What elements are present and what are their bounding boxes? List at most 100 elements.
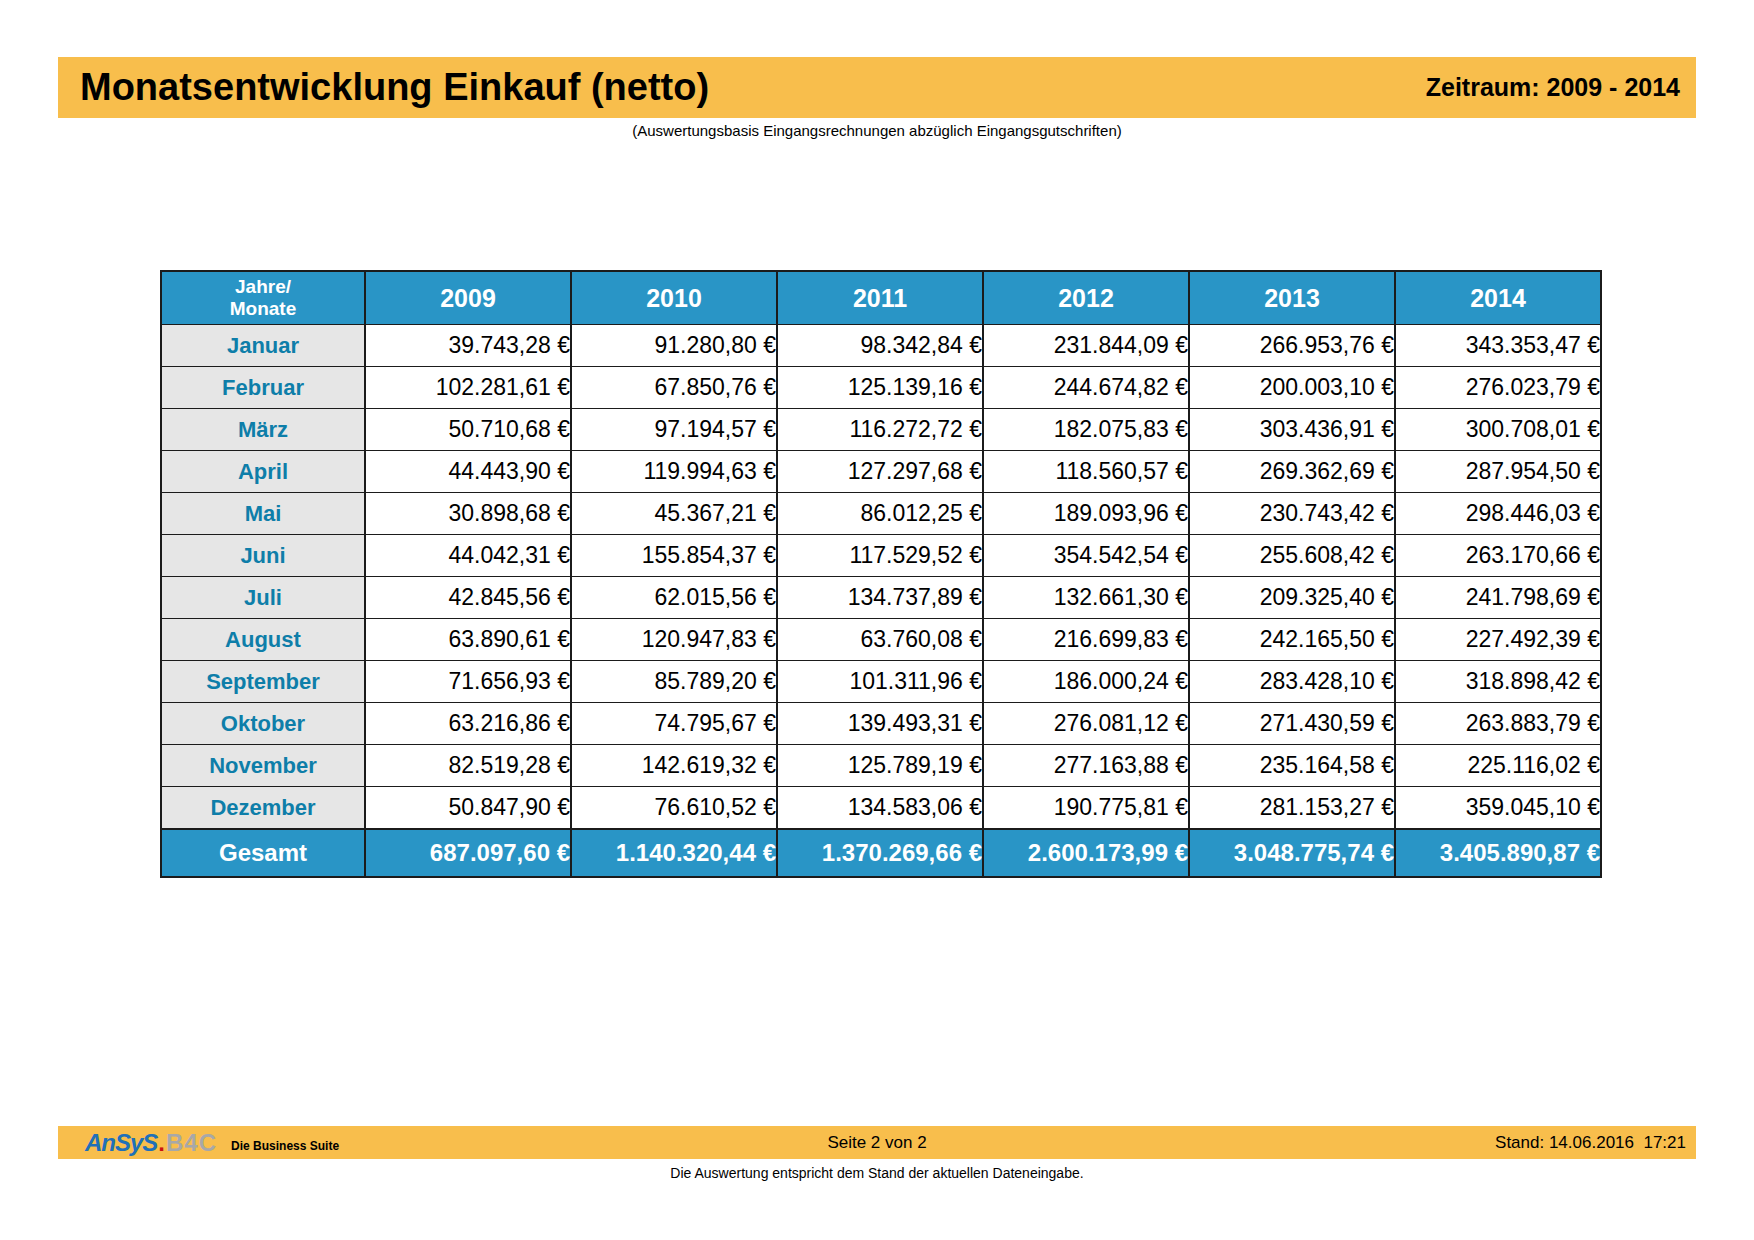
table-row: Mai30.898,68 €45.367,21 €86.012,25 €189.…	[161, 493, 1601, 535]
month-label-cell: Mai	[161, 493, 365, 535]
value-cell: 271.430,59 €	[1189, 703, 1395, 745]
corner-header-cell: Jahre/Monate	[161, 271, 365, 325]
value-cell: 182.075,83 €	[983, 409, 1189, 451]
value-cell: 132.661,30 €	[983, 577, 1189, 619]
value-cell: 91.280,80 €	[571, 325, 777, 367]
value-cell: 343.353,47 €	[1395, 325, 1601, 367]
value-cell: 255.608,42 €	[1189, 535, 1395, 577]
value-cell: 142.619,32 €	[571, 745, 777, 787]
table-row: November82.519,28 €142.619,32 €125.789,1…	[161, 745, 1601, 787]
value-cell: 277.163,88 €	[983, 745, 1189, 787]
month-label-cell: Oktober	[161, 703, 365, 745]
table-row: September71.656,93 €85.789,20 €101.311,9…	[161, 661, 1601, 703]
total-value-cell: 1.140.320,44 €	[571, 829, 777, 877]
value-cell: 63.890,61 €	[365, 619, 571, 661]
total-value-cell: 3.048.775,74 €	[1189, 829, 1395, 877]
value-cell: 39.743,28 €	[365, 325, 571, 367]
value-cell: 63.760,08 €	[777, 619, 983, 661]
value-cell: 119.994,63 €	[571, 451, 777, 493]
value-cell: 67.850,76 €	[571, 367, 777, 409]
value-cell: 42.845,56 €	[365, 577, 571, 619]
table-row: Juli42.845,56 €62.015,56 €134.737,89 €13…	[161, 577, 1601, 619]
value-cell: 45.367,21 €	[571, 493, 777, 535]
total-label-cell: Gesamt	[161, 829, 365, 877]
total-value-cell: 687.097,60 €	[365, 829, 571, 877]
value-cell: 125.139,16 €	[777, 367, 983, 409]
value-cell: 276.023,79 €	[1395, 367, 1601, 409]
ansys-b4c-logo: AnSyS.B4C Die Business Suite	[85, 1126, 339, 1159]
corner-header-line: Monate	[162, 298, 364, 320]
page-number: Seite 2 von 2	[827, 1126, 926, 1159]
table-row: Juni44.042,31 €155.854,37 €117.529,52 €3…	[161, 535, 1601, 577]
value-cell: 186.000,24 €	[983, 661, 1189, 703]
value-cell: 102.281,61 €	[365, 367, 571, 409]
total-value-cell: 2.600.173,99 €	[983, 829, 1189, 877]
value-cell: 30.898,68 €	[365, 493, 571, 535]
value-cell: 244.674,82 €	[983, 367, 1189, 409]
total-row: Gesamt687.097,60 €1.140.320,44 €1.370.26…	[161, 829, 1601, 877]
value-cell: 82.519,28 €	[365, 745, 571, 787]
period-label: Zeitraum: 2009 - 2014	[1426, 73, 1680, 102]
value-cell: 127.297,68 €	[777, 451, 983, 493]
value-cell: 85.789,20 €	[571, 661, 777, 703]
value-cell: 63.216,86 €	[365, 703, 571, 745]
value-cell: 50.847,90 €	[365, 787, 571, 830]
table-row: August63.890,61 €120.947,83 €63.760,08 €…	[161, 619, 1601, 661]
table-row: Januar39.743,28 €91.280,80 €98.342,84 €2…	[161, 325, 1601, 367]
value-cell: 209.325,40 €	[1189, 577, 1395, 619]
page-title: Monatsentwicklung Einkauf (netto)	[80, 66, 709, 109]
value-cell: 120.947,83 €	[571, 619, 777, 661]
title-banner: Monatsentwicklung Einkauf (netto) Zeitra…	[58, 57, 1696, 118]
year-header-cell: 2010	[571, 271, 777, 325]
table-row: April44.443,90 €119.994,63 €127.297,68 €…	[161, 451, 1601, 493]
value-cell: 359.045,10 €	[1395, 787, 1601, 830]
value-cell: 200.003,10 €	[1189, 367, 1395, 409]
table-row: März50.710,68 €97.194,57 €116.272,72 €18…	[161, 409, 1601, 451]
logo-brand-text: AnSyS	[85, 1129, 157, 1157]
value-cell: 62.015,56 €	[571, 577, 777, 619]
value-cell: 116.272,72 €	[777, 409, 983, 451]
value-cell: 354.542,54 €	[983, 535, 1189, 577]
value-cell: 300.708,01 €	[1395, 409, 1601, 451]
year-header-cell: 2014	[1395, 271, 1601, 325]
value-cell: 74.795,67 €	[571, 703, 777, 745]
value-cell: 298.446,03 €	[1395, 493, 1601, 535]
value-cell: 155.854,37 €	[571, 535, 777, 577]
year-header-cell: 2011	[777, 271, 983, 325]
value-cell: 139.493,31 €	[777, 703, 983, 745]
value-cell: 269.362,69 €	[1189, 451, 1395, 493]
value-cell: 118.560,57 €	[983, 451, 1189, 493]
monthly-purchases-table: Jahre/Monate200920102011201220132014 Jan…	[160, 270, 1602, 878]
logo-product-text: B4C	[166, 1129, 217, 1157]
value-cell: 225.116,02 €	[1395, 745, 1601, 787]
total-value-cell: 1.370.269,66 €	[777, 829, 983, 877]
value-cell: 101.311,96 €	[777, 661, 983, 703]
month-label-cell: Juli	[161, 577, 365, 619]
value-cell: 44.443,90 €	[365, 451, 571, 493]
value-cell: 231.844,09 €	[983, 325, 1189, 367]
value-cell: 86.012,25 €	[777, 493, 983, 535]
year-header-cell: 2009	[365, 271, 571, 325]
footer-note: Die Auswertung entspricht dem Stand der …	[0, 1165, 1754, 1181]
month-label-cell: August	[161, 619, 365, 661]
value-cell: 44.042,31 €	[365, 535, 571, 577]
value-cell: 50.710,68 €	[365, 409, 571, 451]
value-cell: 281.153,27 €	[1189, 787, 1395, 830]
logo-dot: .	[158, 1129, 165, 1157]
table-header-row: Jahre/Monate200920102011201220132014	[161, 271, 1601, 325]
value-cell: 287.954,50 €	[1395, 451, 1601, 493]
footer-bar: AnSyS.B4C Die Business Suite Seite 2 von…	[58, 1126, 1696, 1159]
value-cell: 241.798,69 €	[1395, 577, 1601, 619]
month-label-cell: Februar	[161, 367, 365, 409]
value-cell: 227.492,39 €	[1395, 619, 1601, 661]
value-cell: 134.583,06 €	[777, 787, 983, 830]
value-cell: 189.093,96 €	[983, 493, 1189, 535]
table-row: Oktober63.216,86 €74.795,67 €139.493,31 …	[161, 703, 1601, 745]
month-label-cell: September	[161, 661, 365, 703]
value-cell: 71.656,93 €	[365, 661, 571, 703]
value-cell: 318.898,42 €	[1395, 661, 1601, 703]
month-label-cell: November	[161, 745, 365, 787]
report-page: Monatsentwicklung Einkauf (netto) Zeitra…	[0, 0, 1754, 1240]
value-cell: 97.194,57 €	[571, 409, 777, 451]
month-label-cell: Juni	[161, 535, 365, 577]
